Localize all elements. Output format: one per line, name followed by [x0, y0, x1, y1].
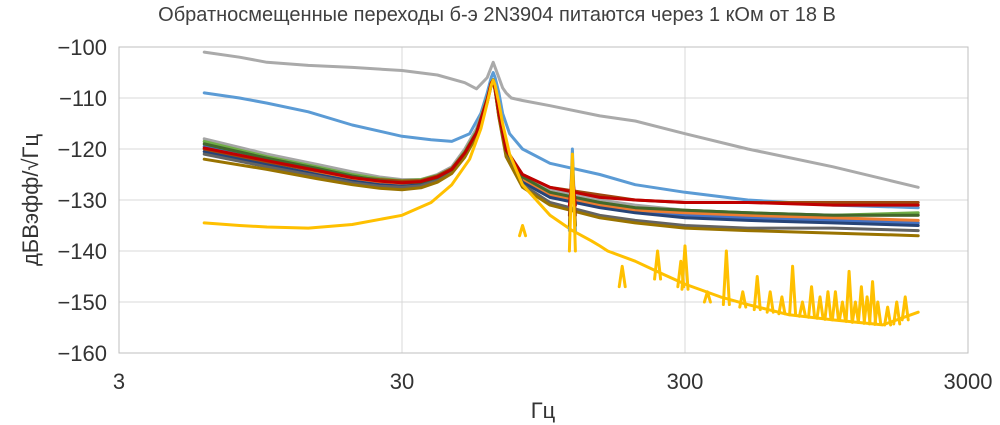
series-line: Переход 3: [202, 78, 920, 327]
plot-area-frame: [118, 46, 969, 354]
spectral-spike: [837, 300, 847, 322]
spectral-spike: [807, 285, 817, 319]
y-axis-ticks: −100 −110 −120 −130 −140 −150 −160: [57, 35, 107, 366]
spectral-spike: [752, 275, 762, 312]
spectral-spike: [900, 295, 910, 322]
series-line: Переход 12: [202, 78, 920, 217]
x-axis-ticks: 3 30 300 3000: [113, 369, 993, 394]
spectral-spike: [680, 244, 690, 291]
spectral-spike: [788, 264, 798, 317]
spectral-spike: [883, 305, 893, 327]
y-tick-label: −130: [57, 188, 107, 213]
series-line: Переход 1: [202, 50, 920, 189]
chart-title: Обратносмещенные переходы б-э 2N3904 пит…: [158, 4, 836, 26]
series-line: Переход 11: [202, 80, 920, 238]
spectral-spike: [856, 285, 866, 324]
spectral-spike: [830, 290, 840, 322]
x-tick-label: 300: [667, 369, 704, 394]
series-layer: Переход 1Переход 2Переход 4Переход 5Пере…: [202, 50, 920, 327]
x-tick-label: 3: [113, 369, 125, 394]
spectral-spike: [653, 249, 663, 281]
spectral-spike: [518, 224, 528, 238]
y-tick-label: −120: [57, 137, 107, 162]
spectral-spike: [567, 152, 577, 253]
spectral-spike: [721, 249, 731, 307]
series-line: Переход 9: [202, 78, 920, 204]
y-tick-label: −110: [59, 86, 107, 111]
spectral-spike: [738, 290, 748, 309]
spectral-spike: [892, 300, 902, 326]
x-tick-label: 3000: [944, 369, 993, 394]
spectral-spike: [844, 269, 854, 323]
spectral-spike: [815, 295, 825, 320]
y-tick-label: −160: [57, 341, 107, 366]
spectral-spike: [702, 290, 712, 304]
spectral-spike: [777, 295, 787, 316]
y-axis-label: дБВэфф/√Гц: [18, 134, 43, 266]
y-tick-label: −150: [57, 290, 107, 315]
series-line: Переход 13: [202, 78, 920, 207]
spectral-spike: [765, 290, 775, 314]
y-tick-label: −140: [57, 239, 107, 264]
spectral-spike: [617, 264, 627, 289]
spectral-spike: [823, 290, 833, 321]
spectral-spike: [873, 300, 883, 326]
spectral-spike: [797, 300, 807, 318]
y-tick-label: −100: [57, 35, 107, 60]
x-tick-label: 30: [390, 369, 414, 394]
spectral-spike: [850, 300, 860, 324]
series-line: Переход 2: [202, 71, 920, 210]
x-axis-label: Гц: [531, 398, 556, 423]
spectral-spike: [868, 280, 878, 326]
